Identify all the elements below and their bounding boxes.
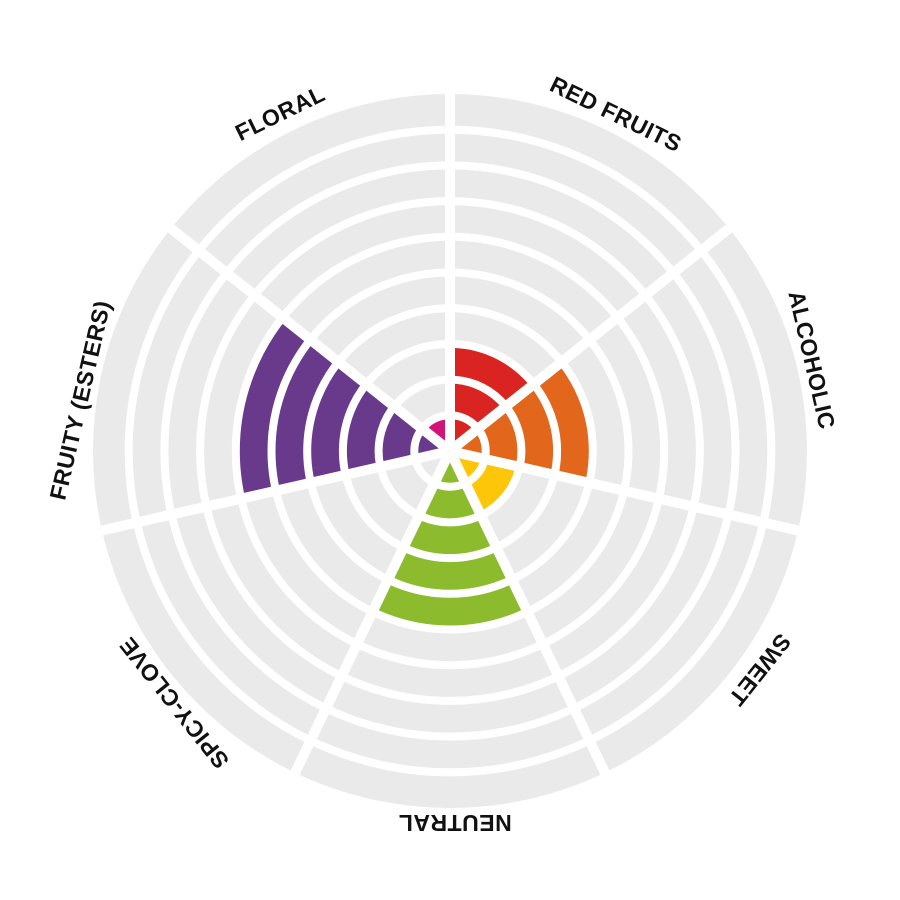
grid-radial-5 <box>100 446 452 536</box>
grid-radial-4 <box>290 448 455 775</box>
category-label-neutral: NEUTRAL <box>398 810 511 836</box>
wedge-fruity-esters <box>235 317 450 499</box>
grid-radial-2 <box>448 446 800 536</box>
grid-radial-3 <box>445 448 610 775</box>
grid-radial-6 <box>167 224 454 455</box>
grid-radial-1 <box>446 224 733 455</box>
